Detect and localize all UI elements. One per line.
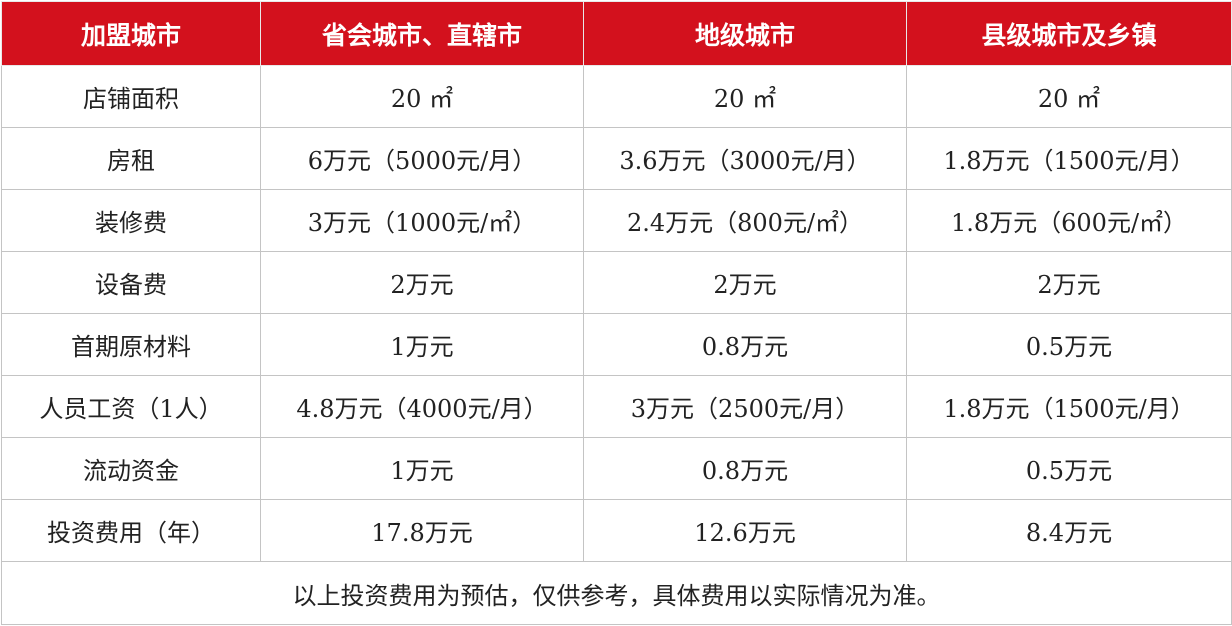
cost-cell: 1万元	[260, 313, 584, 376]
table-row: 装修费 3万元（1000元/㎡） 2.4万元（800元/㎡） 1.8万元（600元/㎡…	[1, 189, 1232, 252]
row-label: 设备费	[1, 251, 261, 314]
note: 以上投资费用为预估，仅供参考，具体费用以实际情况为准。	[1, 561, 1232, 625]
row-label: 人员工资（1人）	[1, 375, 261, 438]
table-row: 店铺面积 20 ㎡ 20 ㎡ 20 ㎡	[1, 65, 1232, 128]
cost-cell: 8.4万元	[906, 499, 1232, 562]
cost-cell: 3万元（2500元/月）	[583, 375, 907, 438]
cost-cell: 4.8万元（4000元/月）	[260, 375, 584, 438]
cost-cell: 0.5万元	[906, 313, 1232, 376]
cost-cell: 17.8万元	[260, 499, 584, 562]
cost-cell: 12.6万元	[583, 499, 907, 562]
table-row: 投资费用（年） 17.8万元 12.6万元 8.4万元	[1, 499, 1232, 562]
table-row: 设备费 2万元 2万元 2万元	[1, 251, 1232, 314]
cost-cell: 20 ㎡	[260, 65, 584, 128]
row-label: 投资费用（年）	[1, 499, 261, 562]
cost-cell: 3.6万元（3000元/月）	[583, 127, 907, 190]
cost-cell: 0.8万元	[583, 437, 907, 500]
cost-cell: 0.8万元	[583, 313, 907, 376]
header-cell: 地级城市	[583, 1, 907, 66]
header-row: 加盟城市 省会城市、直辖市 地级城市 县级城市及乡镇	[1, 1, 1232, 66]
table-row: 流动资金 1万元 0.8万元 0.5万元	[1, 437, 1232, 500]
cost-cell: 6万元（5000元/月）	[260, 127, 584, 190]
cost-cell: 1.8万元（1500元/月）	[906, 127, 1232, 190]
table-row: 人员工资（1人） 4.8万元（4000元/月） 3万元（2500元/月） 1.8万元（…	[1, 375, 1232, 438]
row-label: 装修费	[1, 189, 261, 252]
cost-cell: 2万元	[260, 251, 584, 314]
cost-cell: 2万元	[583, 251, 907, 314]
row-label: 首期原材料	[1, 313, 261, 376]
cost-cell: 3万元（1000元/㎡）	[260, 189, 584, 252]
cost-cell: 20 ㎡	[583, 65, 907, 128]
cost-cell: 2.4万元（800元/㎡）	[583, 189, 907, 252]
row-label: 房租	[1, 127, 261, 190]
table-row: 房租 6万元（5000元/月） 3.6万元（3000元/月） 1.8万元（1500元/…	[1, 127, 1232, 190]
header-cell: 加盟城市	[1, 1, 261, 66]
header-cell: 县级城市及乡镇	[906, 1, 1232, 66]
table-row: 首期原材料 1万元 0.8万元 0.5万元	[1, 313, 1232, 376]
cost-cell: 1.8万元（1500元/月）	[906, 375, 1232, 438]
row-label: 店铺面积	[1, 65, 261, 128]
cost-cell: 0.5万元	[906, 437, 1232, 500]
cost-cell: 1万元	[260, 437, 584, 500]
cost-cell: 2万元	[906, 251, 1232, 314]
header-cell: 省会城市、直辖市	[260, 1, 584, 66]
row-label: 流动资金	[1, 437, 261, 500]
cost-cell: 1.8万元（600元/㎡）	[906, 189, 1232, 252]
cost-cell: 20 ㎡	[906, 65, 1232, 128]
note-row: 以上投资费用为预估，仅供参考，具体费用以实际情况为准。	[1, 561, 1232, 625]
